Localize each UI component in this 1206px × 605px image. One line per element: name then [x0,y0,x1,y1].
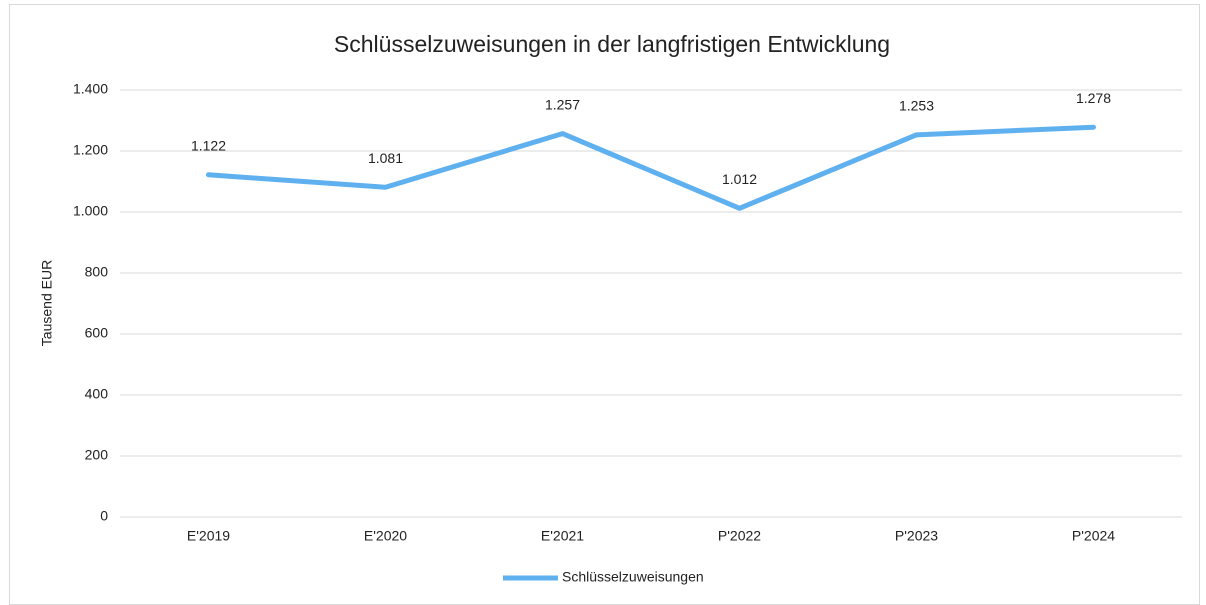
series-line [206,124,1096,211]
legend-label: Schlüsselzuweisungen [562,569,704,585]
y-axis-label: Tausend EUR [39,260,55,346]
x-tick-label: P'2022 [718,528,761,544]
y-tick-label: 1.200 [73,142,108,158]
data-label: 1.253 [899,98,934,114]
y-tick-label: 1.000 [73,203,108,219]
y-tick-label: 800 [85,264,109,280]
data-label: 1.081 [368,150,403,166]
x-tick-label: P'2024 [1072,528,1115,544]
y-tick-label: 1.400 [73,81,108,97]
chart-frame [9,4,1200,605]
y-tick-label: 200 [85,447,109,463]
data-label: 1.122 [191,137,226,153]
x-tick-label: E'2021 [541,528,584,544]
y-tick-label: 600 [85,325,109,341]
data-label: 1.278 [1076,90,1111,106]
y-tick-label: 0 [100,508,108,524]
data-label: 1.012 [722,171,757,187]
x-tick-label: E'2019 [187,528,230,544]
y-tick-label: 400 [85,386,109,402]
x-tick-label: P'2023 [895,528,938,544]
chart-title: Schlüsselzuweisungen in der langfristige… [334,31,890,57]
x-tick-label: E'2020 [364,528,407,544]
data-label: 1.257 [545,96,580,112]
